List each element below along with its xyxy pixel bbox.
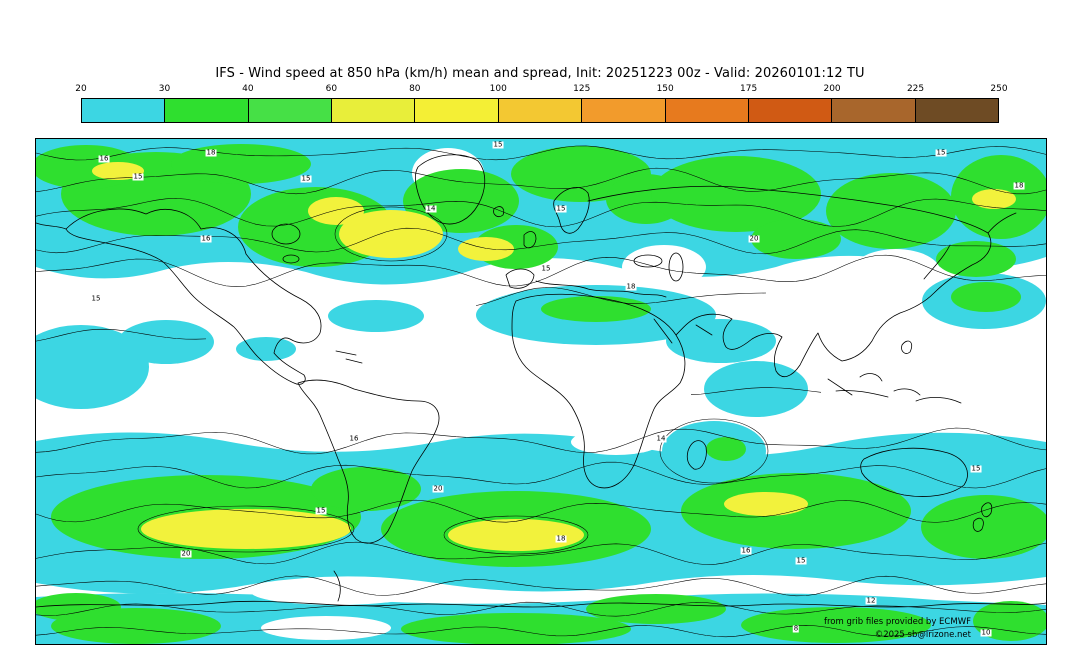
contour-label: 18	[625, 282, 637, 291]
contour-label: 15	[300, 174, 312, 183]
contour-label: 8	[792, 624, 800, 633]
colorbar-segment	[415, 99, 499, 122]
contour-label: 15	[315, 506, 327, 515]
credit-copyright: ©2025 sb@irizone.net	[874, 630, 971, 640]
contour-label: 14	[655, 434, 667, 443]
colorbar-segment	[832, 99, 916, 122]
credit-ecmwf: from grib files provided by ECMWF	[824, 617, 971, 627]
colorbar-bar	[81, 98, 999, 123]
spread-contour-line	[36, 198, 1046, 228]
colorbar-tick-label: 125	[573, 84, 591, 94]
spread-contour-line	[36, 601, 1046, 617]
colorbar-segment	[582, 99, 666, 122]
spread-contour-line	[36, 461, 1046, 489]
spread-contour-line	[36, 427, 1046, 455]
colorbar-segment	[82, 99, 166, 122]
map-canvas	[36, 139, 1046, 644]
colorbar-segment	[665, 99, 749, 122]
colorbar-segment	[498, 99, 583, 122]
spread-contour-line	[36, 254, 1046, 287]
colorbar-tick-label: 60	[325, 84, 338, 94]
contour-label: 14	[425, 204, 437, 213]
contour-label: 12	[865, 596, 877, 605]
colorbar-tick-label: 100	[489, 84, 507, 94]
spread-contour-line	[36, 625, 1046, 638]
spread-contour-line	[36, 499, 1046, 523]
contour-label: 18	[205, 148, 217, 157]
contour-label: 20	[432, 484, 444, 493]
colorbar-tick-label: 30	[158, 84, 171, 94]
colorbar-tick-label: 200	[823, 84, 841, 94]
spread-contour-lines	[36, 145, 1046, 638]
colorbar-tick-labels: 20 30 40 60 80 100 125 150 175 200 225 250	[75, 84, 1007, 97]
contour-label: 15	[132, 172, 144, 181]
contour-label: 15	[540, 264, 552, 273]
contour-label: 18	[555, 534, 567, 543]
spread-contour-line	[690, 387, 822, 395]
spread-contour-line	[36, 328, 207, 342]
wind-fill-high	[92, 162, 1016, 551]
coastlines	[36, 154, 1046, 608]
spread-contour-line	[36, 575, 1046, 597]
colorbar-tick-label: 175	[740, 84, 758, 94]
contour-label: 18	[1013, 181, 1025, 190]
colorbar-tick-label: 80	[409, 84, 421, 94]
contour-label: 16	[740, 546, 752, 555]
contour-label: 20	[180, 549, 192, 558]
contour-label: 15	[555, 204, 567, 213]
wind-fill-low-tropics	[36, 273, 1046, 481]
spread-contour-loops	[137, 206, 769, 555]
world-map: 15 16 15 18 15 14 15 15 18 20 15 18 16 15 14 16 15 20 15 18…	[35, 138, 1047, 645]
colorbar-tick-label: 225	[906, 84, 925, 94]
colorbar-tick-label: 250	[990, 84, 1008, 94]
colorbar-segment	[915, 99, 998, 122]
contour-label: 16	[348, 434, 360, 443]
contour-label: 15	[970, 464, 982, 473]
contour-label: 15	[935, 148, 947, 157]
spread-contour-line	[36, 167, 1046, 195]
colorbar-segment	[165, 99, 249, 122]
colorbar-segment	[248, 99, 333, 122]
contour-label: 20	[748, 234, 760, 243]
contour-label: 16	[200, 234, 212, 243]
colorbar-tick-label: 20	[75, 84, 87, 94]
colorbar-tick-label: 150	[656, 84, 674, 94]
contour-label: 15	[795, 556, 807, 565]
colorbar-segment	[748, 99, 833, 122]
colorbar-segment	[332, 99, 416, 122]
contour-label: 16	[98, 154, 110, 163]
colorbar-tick-label: 40	[242, 84, 254, 94]
chart-title: IFS - Wind speed at 850 hPa (km/h) mean …	[215, 66, 865, 81]
contour-label: 15	[492, 140, 504, 149]
spread-contour-line	[36, 145, 1046, 161]
contour-label: 15	[90, 294, 102, 303]
contour-label: 10	[980, 628, 992, 637]
spread-contour-line	[36, 541, 1046, 565]
colorbar: 20 30 40 60 80 100 125 150 175 200 225 250	[75, 84, 1008, 123]
